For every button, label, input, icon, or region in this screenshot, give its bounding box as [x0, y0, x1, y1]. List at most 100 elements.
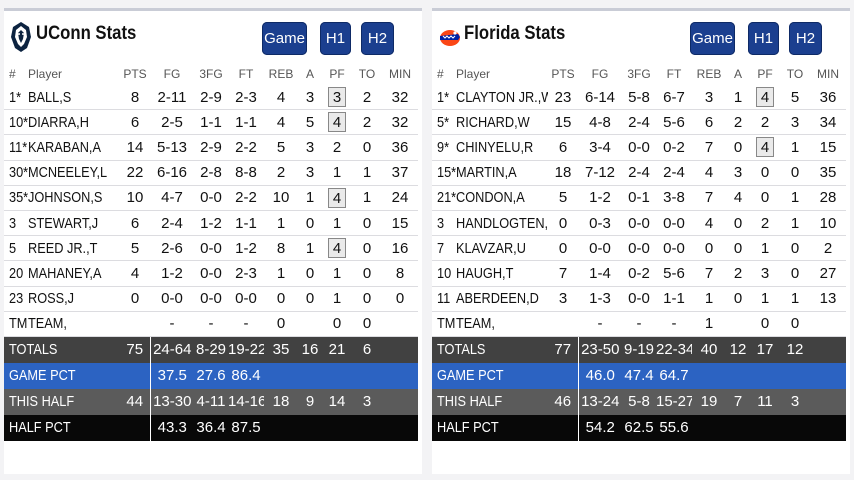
cell-fg: 6-16 — [150, 160, 194, 186]
cell-pts: 0 — [548, 210, 578, 237]
summary-reb: 40 — [692, 336, 726, 363]
cell-ft: 2-3 — [228, 85, 264, 111]
summary-min — [810, 336, 846, 363]
cell-reb: 1 — [264, 260, 298, 287]
cell-to: 2 — [352, 85, 382, 111]
cell-pts: 4 — [120, 260, 150, 287]
player-row[interactable]: 5 REED JR.,T 5 2-6 0-0 1-2 8 1 4 0 16 — [4, 235, 418, 262]
cell-num: 5* — [432, 109, 456, 136]
cell-num: 1* — [432, 85, 456, 111]
cell-pf: 4 — [750, 134, 780, 161]
summary-pf: 17 — [750, 336, 780, 363]
summary-pts: 77 — [548, 336, 578, 363]
summary-fg: 43.3 — [149, 414, 194, 441]
cell-pf: 1 — [322, 160, 352, 186]
jersey-number: TM — [437, 315, 456, 333]
summary-label: THIS HALF — [4, 388, 120, 415]
player-row[interactable]: 9* CHINYELU,R 6 3-4 0-0 0-2 7 0 4 1 15 — [432, 134, 846, 161]
player-row[interactable]: 10* DIARRA,H 6 2-5 1-1 1-1 4 5 4 2 32 — [4, 109, 418, 136]
cell-ft: 5-6 — [656, 260, 692, 287]
player-row[interactable]: TM TEAM, - - -0 0 0 — [4, 311, 418, 337]
player-name: HAUGH,T — [456, 264, 514, 282]
cell-3fg: 0-1 — [622, 185, 656, 211]
h2-button[interactable]: H2 — [361, 22, 394, 55]
cell-ft: 1-2 — [228, 235, 264, 262]
cell-reb: 0 — [692, 235, 726, 262]
h1-button[interactable]: H1 — [748, 22, 779, 55]
cell-player: HAUGH,T — [456, 260, 548, 287]
cell-pf: 3 — [322, 85, 352, 111]
cell-reb: 2 — [264, 160, 298, 186]
cell-to: 3 — [780, 109, 810, 136]
col-header-3fg: 3FG — [627, 67, 651, 81]
cell-pf: 1 — [322, 210, 352, 237]
cell-a: 2 — [726, 260, 750, 287]
cell-pts: 5 — [548, 185, 578, 211]
column-header-row: # Player PTS FG 3FG FT REB A PF TO MIN — [4, 63, 418, 85]
player-row[interactable]: 23 ROSS,J 0 0-0 0-0 0-0 0 0 1 0 0 — [4, 286, 418, 312]
cell-num: 15* — [432, 160, 456, 186]
cell-fg: - — [150, 311, 194, 337]
cell-3fg: 1-2 — [194, 210, 228, 237]
player-row[interactable]: TM TEAM, - - -1 0 0 — [432, 311, 846, 337]
player-row[interactable]: 5* RICHARD,W 15 4-8 2-4 5-6 6 2 2 3 34 — [432, 109, 846, 136]
jersey-number: TM — [9, 315, 28, 333]
summary-ft: 64.7 — [656, 362, 692, 389]
cell-a: 0 — [298, 260, 322, 287]
cell-ft: 1-1 — [228, 210, 264, 237]
jersey-number: 3 — [437, 214, 445, 232]
cell-to: 0 — [352, 210, 382, 237]
cell-reb: 1 — [692, 286, 726, 312]
cell-num: 35* — [4, 185, 28, 211]
cell-a — [298, 311, 322, 337]
player-row[interactable]: 1* BALL,S 8 2-11 2-9 2-3 4 3 3 2 32 — [4, 85, 418, 111]
cell-fg: 4-8 — [578, 109, 622, 136]
player-row[interactable]: 7 KLAVZAR,U 0 0-0 0-0 0-0 0 0 1 0 2 — [432, 235, 846, 262]
cell-to: 2 — [352, 109, 382, 136]
cell-reb: 8 — [264, 235, 298, 262]
player-row[interactable]: 30* MCNEELEY,L 22 6-16 2-8 8-8 2 3 1 1 37 — [4, 160, 418, 186]
cell-fg: 2-11 — [150, 85, 194, 111]
cell-to: 1 — [780, 286, 810, 312]
uconn-stats-panel: UConn Stats Game H1 H2 # Player PTS FG 3FG FT… — [4, 8, 422, 474]
player-row[interactable]: 1* CLAYTON JR.,W 23 6-14 5-8 6-7 3 1 4 5 36 — [432, 85, 846, 111]
cell-player: MAHANEY,A — [28, 260, 120, 287]
cell-pf: 0 — [750, 311, 780, 337]
player-row[interactable]: 11* KARABAN,A 14 5-13 2-9 2-2 5 3 2 0 36 — [4, 134, 418, 161]
summary-rows: TOTALS 75 24-64 8-29 19-22 35 16 21 6 GAME PCT 37.… — [4, 336, 418, 441]
player-row[interactable]: 11 ABERDEEN,D 3 1-3 0-0 1-1 1 0 1 1 13 — [432, 286, 846, 312]
cell-ft: 6-7 — [656, 85, 692, 111]
player-row[interactable]: 15* MARTIN,A 18 7-12 2-4 2-4 4 3 0 0 35 — [432, 160, 846, 186]
totals-row: TOTALS 75 24-64 8-29 19-22 35 16 21 6 — [4, 336, 418, 363]
cell-pf: 0 — [750, 160, 780, 186]
h1-button[interactable]: H1 — [320, 22, 351, 55]
game-button[interactable]: Game — [690, 22, 735, 55]
h2-button[interactable]: H2 — [789, 22, 822, 55]
game-button[interactable]: Game — [262, 22, 307, 55]
cell-pts: 18 — [548, 160, 578, 186]
cell-3fg: 2-9 — [194, 134, 228, 161]
cell-ft: 5-6 — [656, 109, 692, 136]
cell-a: 3 — [298, 134, 322, 161]
summary-pts: 44 — [120, 388, 150, 415]
player-row[interactable]: 20 MAHANEY,A 4 1-2 0-0 2-3 1 0 1 0 8 — [4, 260, 418, 287]
cell-player: RICHARD,W — [456, 109, 548, 136]
game-pct-row: GAME PCT 37.5 27.6 86.4 — [4, 362, 418, 389]
jersey-number: 5* — [437, 113, 450, 131]
player-row[interactable]: 10 HAUGH,T 7 1-4 0-2 5-6 7 2 3 0 27 — [432, 260, 846, 287]
cell-3fg: 2-4 — [622, 160, 656, 186]
summary-rows: TOTALS 77 23-50 9-19 22-34 40 12 17 12 GAME PCT 46… — [432, 336, 846, 441]
player-row[interactable]: 3 STEWART,J 6 2-4 1-2 1-1 1 0 1 0 15 — [4, 210, 418, 237]
summary-to: 3 — [780, 388, 810, 415]
cell-3fg: 0-0 — [622, 286, 656, 312]
player-rows: 1* CLAYTON JR.,W 23 6-14 5-8 6-7 3 1 4 5 36 5* RICHA… — [432, 85, 846, 337]
cell-ft: 0-0 — [656, 210, 692, 237]
cell-pf: 0 — [322, 311, 352, 337]
player-row[interactable]: 35* JOHNSON,S 10 4-7 0-0 2-2 10 1 4 1 24 — [4, 185, 418, 211]
cell-pf: 2 — [750, 210, 780, 237]
cell-to: 0 — [780, 311, 810, 337]
cell-pf: 2 — [750, 109, 780, 136]
cell-pts: 22 — [120, 160, 150, 186]
player-row[interactable]: 21* CONDON,A 5 1-2 0-1 3-8 7 4 0 1 28 — [432, 185, 846, 211]
